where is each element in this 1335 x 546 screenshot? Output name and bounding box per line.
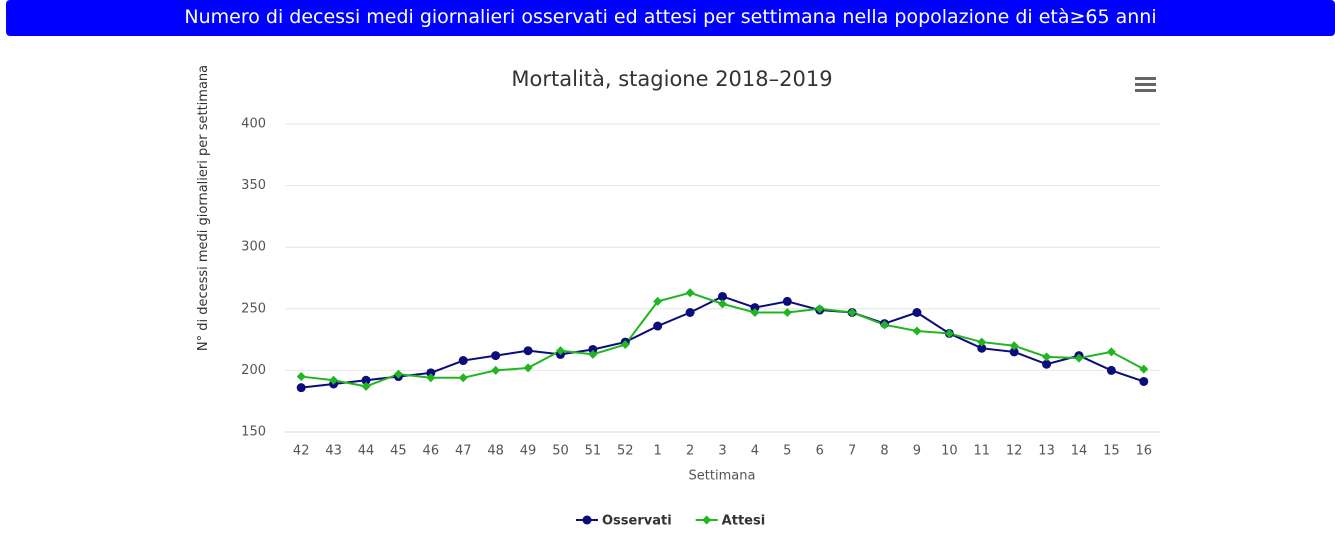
y-axis-label-box: N° di decessi medi giornalieri per setti… xyxy=(196,64,211,352)
x-tick-label: 7 xyxy=(848,444,856,459)
point xyxy=(1106,365,1116,375)
menu-button[interactable] xyxy=(1135,77,1156,92)
point xyxy=(685,307,695,317)
point xyxy=(653,296,663,306)
x-tick-label: 12 xyxy=(1006,444,1023,459)
x-tick-label: 45 xyxy=(390,444,407,459)
y-tick-label: 200 xyxy=(241,363,266,378)
point xyxy=(1106,347,1116,357)
menu-bar xyxy=(1135,83,1156,86)
x-tick-label: 2 xyxy=(686,444,694,459)
point xyxy=(393,369,403,379)
point xyxy=(750,303,760,313)
point xyxy=(782,296,792,306)
point xyxy=(912,326,922,336)
x-tick-label: 43 xyxy=(325,444,342,459)
x-tick-label: 14 xyxy=(1071,444,1088,459)
x-tick-label: 5 xyxy=(783,444,791,459)
x-tick-label: 47 xyxy=(455,444,472,459)
x-tick-label: 16 xyxy=(1136,444,1153,459)
header-title: Numero di decessi medi giornalieri osser… xyxy=(6,0,1335,36)
point xyxy=(491,365,501,375)
y-tick-label: 350 xyxy=(241,178,266,193)
point xyxy=(718,299,727,309)
legend-item[interactable]: Osservati xyxy=(576,514,672,529)
point xyxy=(1009,347,1019,357)
x-tick-label: 10 xyxy=(941,444,958,459)
menu-bar xyxy=(1135,89,1156,92)
legend-marker xyxy=(582,515,592,525)
x-tick-label: 50 xyxy=(552,444,569,459)
point xyxy=(523,363,533,373)
point xyxy=(458,356,468,366)
point xyxy=(977,337,987,347)
point xyxy=(426,373,436,383)
point xyxy=(685,288,695,298)
point xyxy=(1042,359,1052,369)
x-tick-label: 52 xyxy=(617,444,634,459)
x-tick-label: 4 xyxy=(751,444,759,459)
chart-title: Mortalità, stagione 2018–2019 xyxy=(511,67,832,91)
point xyxy=(491,351,501,361)
point xyxy=(782,307,792,317)
point xyxy=(1139,364,1149,374)
point xyxy=(1139,376,1149,386)
x-tick-label: 13 xyxy=(1038,444,1055,459)
menu-bar xyxy=(1135,77,1156,80)
x-tick-label: 15 xyxy=(1103,444,1120,459)
legend-label: Osservati xyxy=(602,514,672,529)
point xyxy=(296,372,306,382)
y-tick-label: 150 xyxy=(241,425,266,440)
point xyxy=(912,307,922,317)
x-tick-label: 3 xyxy=(718,444,726,459)
point xyxy=(329,375,339,385)
point xyxy=(588,349,598,359)
point xyxy=(523,346,533,356)
x-tick-label: 48 xyxy=(487,444,504,459)
x-tick-label: 1 xyxy=(654,444,662,459)
point xyxy=(977,343,987,353)
point xyxy=(847,307,857,317)
legend-marker xyxy=(702,515,712,525)
point xyxy=(1009,341,1019,351)
x-axis-label: Settimana xyxy=(689,469,756,484)
point xyxy=(653,321,663,331)
x-tick-label: 51 xyxy=(585,444,602,459)
point xyxy=(1042,352,1052,362)
point xyxy=(815,304,825,314)
point xyxy=(426,368,436,378)
x-tick-label: 11 xyxy=(973,444,990,459)
point xyxy=(718,291,727,301)
x-tick-label: 46 xyxy=(423,444,440,459)
point xyxy=(620,340,630,350)
point xyxy=(361,381,371,391)
point xyxy=(944,328,954,338)
x-tick-label: 9 xyxy=(913,444,921,459)
point xyxy=(588,344,598,354)
point xyxy=(296,383,306,393)
point xyxy=(750,307,760,317)
point xyxy=(361,375,371,385)
x-tick-label: 6 xyxy=(816,444,824,459)
x-tick-label: 44 xyxy=(358,444,375,459)
legend-label: Attesi xyxy=(722,514,766,529)
x-tick-label: 49 xyxy=(520,444,537,459)
x-tick-label: 8 xyxy=(880,444,888,459)
point xyxy=(880,320,890,330)
x-tick-label: 42 xyxy=(293,444,310,459)
y-axis-label: N° di decessi medi giornalieri per setti… xyxy=(196,64,211,352)
y-tick-label: 300 xyxy=(241,240,266,255)
point xyxy=(458,373,468,383)
point xyxy=(555,346,565,356)
legend-item[interactable]: Attesi xyxy=(695,514,766,529)
y-tick-label: 400 xyxy=(241,117,266,132)
y-tick-label: 250 xyxy=(241,301,266,316)
point xyxy=(1074,353,1084,363)
